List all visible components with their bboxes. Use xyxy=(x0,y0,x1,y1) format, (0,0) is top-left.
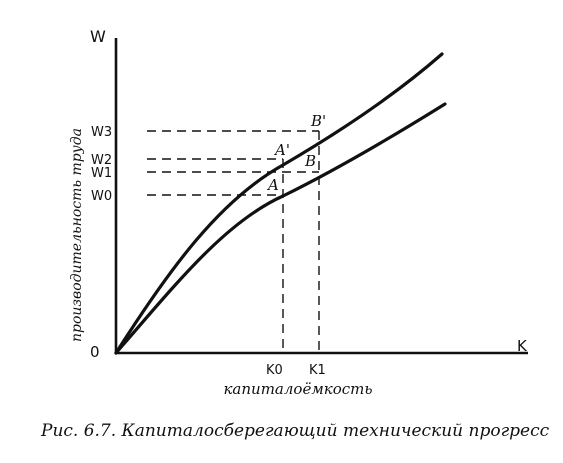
point-b-prime-label: B' xyxy=(310,112,326,130)
x-level-labels: K0 K1 xyxy=(266,363,326,378)
guide-lines xyxy=(147,130,320,353)
y-axis-title: производительность труда xyxy=(69,128,85,342)
point-labels: A A' B B' xyxy=(266,112,326,194)
y-axis-letter: W xyxy=(90,27,106,46)
x-axis-title: капиталоёмкость xyxy=(223,380,372,398)
origin-label: 0 xyxy=(90,343,100,361)
x-axis-letter: K xyxy=(517,337,528,355)
axes xyxy=(114,38,528,355)
w0-label: W0 xyxy=(91,189,112,204)
point-a-prime-label: A' xyxy=(273,141,290,159)
curve-upper xyxy=(114,52,444,355)
w3-label: W3 xyxy=(91,125,112,140)
y-level-labels: W3 W2 W1 W0 xyxy=(91,125,112,204)
point-b-label: B xyxy=(304,152,316,170)
point-a-label: A xyxy=(266,176,279,194)
k1-label: K1 xyxy=(309,363,326,378)
w1-label: W1 xyxy=(91,166,112,181)
figure-caption: Рис. 6.7. Капиталосберегающий технически… xyxy=(40,421,550,441)
w2-label: W2 xyxy=(91,153,112,168)
k0-label: K0 xyxy=(266,363,283,378)
